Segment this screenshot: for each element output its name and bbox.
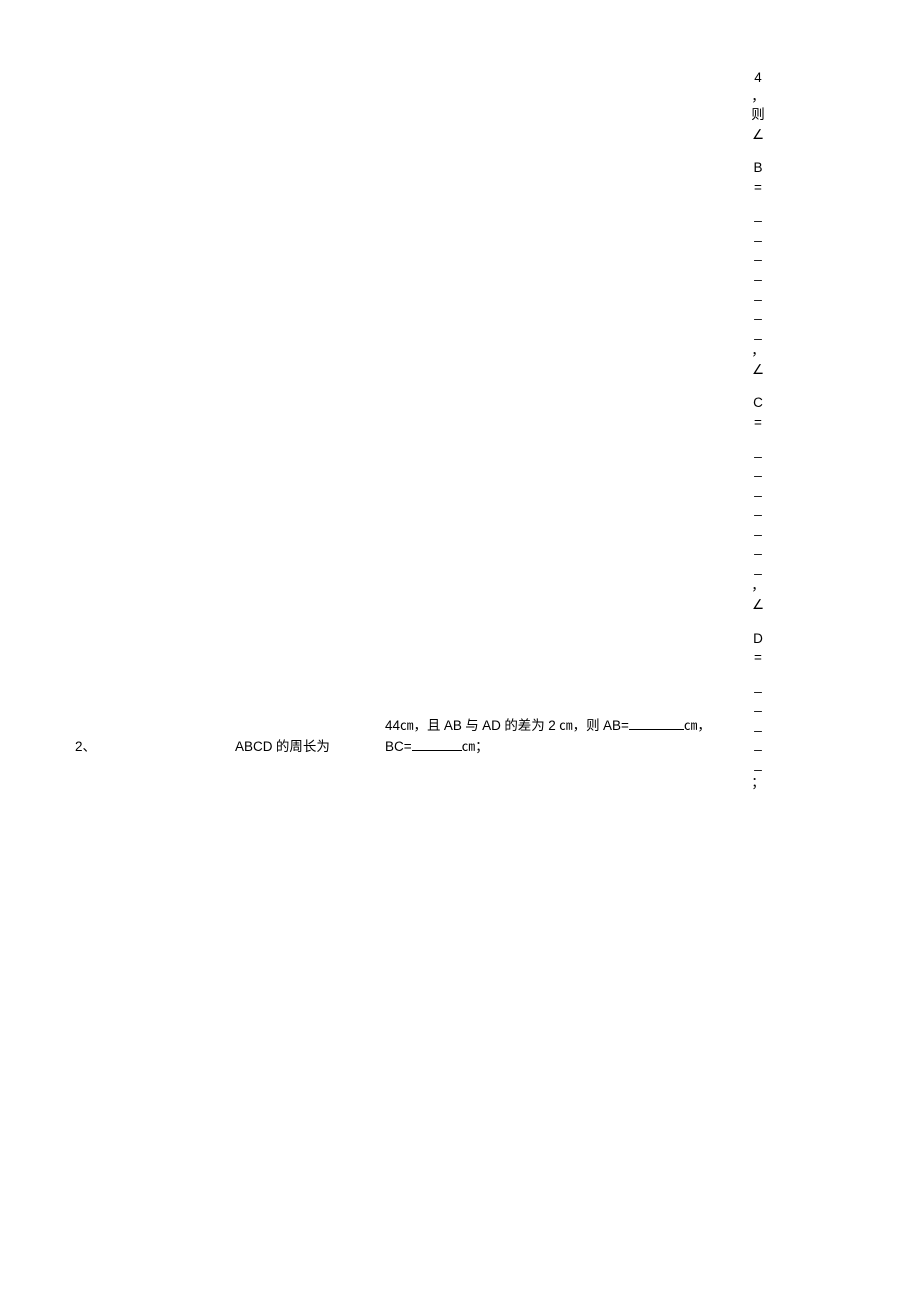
comma-1: ，: [751, 88, 765, 106]
blank-dash: _: [751, 538, 765, 558]
blank-dash: _: [751, 499, 765, 519]
text-BC-eq: BC=: [385, 739, 412, 754]
num-2: 2: [548, 718, 556, 733]
blank-dash: _: [751, 441, 765, 461]
gap: [751, 668, 765, 676]
text-AB-eq: AB=: [603, 718, 629, 733]
blank-dash: _: [751, 695, 765, 715]
blank-dash: _: [751, 264, 765, 284]
text-unit2: ㎝，则: [559, 718, 600, 733]
comma-2: ，: [751, 342, 765, 360]
blank-dash: _: [751, 519, 765, 539]
text-AB: AB: [444, 718, 462, 733]
char-4: 4: [751, 68, 765, 88]
char-D: D: [751, 629, 765, 649]
blank-dash: _: [751, 284, 765, 304]
angle-2: ∠: [751, 360, 765, 380]
abcd-segment: ABCD 的周长为: [235, 735, 330, 755]
text-AD: AD: [482, 718, 501, 733]
text-ABCD: ABCD: [235, 739, 273, 754]
blank-dash: _: [751, 323, 765, 343]
blank-dash: _: [751, 754, 765, 774]
gap: [751, 379, 765, 393]
angle-1: ∠: [751, 125, 765, 145]
vertical-text-column: 4 ， 则 ∠ B = _ _ _ _ _ _ _ ， ∠ C = _ _ _ …: [751, 68, 765, 791]
char-ze: 则: [751, 105, 765, 125]
text-unit3: ㎝，: [684, 718, 711, 733]
text-yu: 与: [465, 718, 479, 733]
blank-dash: _: [751, 244, 765, 264]
blank-dash: _: [751, 676, 765, 696]
gap: [751, 197, 765, 205]
blank-dash: _: [751, 558, 765, 578]
blank-dash: _: [751, 480, 765, 500]
blank-dash: _: [751, 734, 765, 754]
gap: [751, 615, 765, 629]
semicolon: ；: [751, 774, 765, 792]
blank-dash: _: [751, 205, 765, 225]
text-unit-bc: ㎝；: [462, 739, 489, 754]
eq-2: =: [751, 413, 765, 433]
blank-dash: _: [751, 460, 765, 480]
blank-dash: _: [751, 303, 765, 323]
num-44: 44: [385, 718, 400, 733]
eq-3: =: [751, 648, 765, 668]
blank-dash: _: [751, 225, 765, 245]
num-2q: 2、: [75, 739, 96, 754]
question-number: 2、: [75, 735, 96, 755]
question-line-upper: 44㎝，且 AB 与 AD 的差为 2 ㎝，则 AB= ㎝，: [385, 714, 770, 734]
eq-1: =: [751, 178, 765, 198]
comma-3: ，: [751, 577, 765, 595]
gap: [751, 144, 765, 158]
char-B: B: [751, 158, 765, 178]
gap: [751, 433, 765, 441]
blank-AB: [629, 716, 684, 730]
text-unit1: ㎝，且: [400, 718, 441, 733]
text-perimeter: 的周长为: [276, 739, 330, 754]
bc-segment: BC= ㎝；: [385, 735, 489, 755]
char-C: C: [751, 393, 765, 413]
angle-3: ∠: [751, 595, 765, 615]
blank-BC: [412, 737, 462, 751]
text-diff: 的差为: [504, 718, 545, 733]
